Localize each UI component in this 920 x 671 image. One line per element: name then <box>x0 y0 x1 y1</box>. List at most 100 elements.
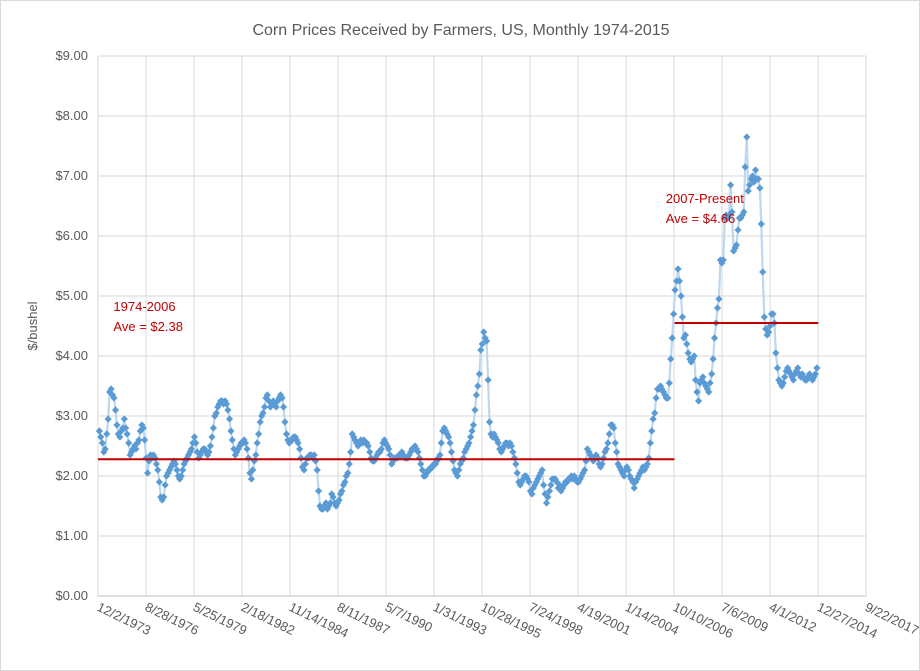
y-tick-label: $0.00 <box>55 588 88 603</box>
data-point <box>253 439 261 447</box>
data-point <box>513 469 521 477</box>
data-point <box>206 442 214 450</box>
data-point <box>677 292 685 300</box>
data-point <box>772 349 780 357</box>
data-point <box>465 439 473 447</box>
data-point <box>243 445 251 453</box>
data-point <box>668 334 676 342</box>
x-axis-ticks: 12/2/19738/28/19765/25/19792/18/198211/1… <box>95 599 919 641</box>
data-point <box>759 268 767 276</box>
data-point <box>132 445 140 453</box>
data-point <box>748 172 757 180</box>
data-point <box>447 448 456 456</box>
data-point <box>547 481 555 489</box>
data-point <box>684 349 692 357</box>
y-tick-label: $3.00 <box>55 408 88 423</box>
data-point <box>255 430 263 438</box>
chart-title: Corn Prices Received by Farmers, US, Mon… <box>252 22 669 39</box>
data-point <box>794 364 802 372</box>
data-point <box>247 475 256 483</box>
data-point <box>95 427 104 435</box>
data-point <box>620 472 628 480</box>
y-axis-ticks: $0.00 $1.00 $2.00 $3.00 $4.00 $5.00 $6.00 $7.00… <box>55 48 88 603</box>
data-point <box>179 466 187 474</box>
data-point <box>675 277 684 285</box>
data-point <box>613 448 621 456</box>
y-tick-label: $5.00 <box>55 288 88 303</box>
data-point <box>683 340 691 348</box>
data-point <box>386 451 394 459</box>
data-point <box>173 466 181 474</box>
data-point <box>757 220 765 228</box>
data-point <box>192 439 200 447</box>
data-point <box>154 466 162 474</box>
data-point <box>187 445 196 453</box>
data-point <box>414 448 422 456</box>
data-point <box>249 466 257 474</box>
data-point <box>227 427 235 435</box>
data-point <box>800 373 808 381</box>
data-point <box>260 403 269 411</box>
data-point <box>678 313 687 321</box>
data-point <box>224 406 232 414</box>
data-point <box>509 448 517 456</box>
series-corn-price <box>95 133 821 513</box>
data-point <box>485 418 494 426</box>
x-tick-label: 5/7/1990 <box>383 599 435 635</box>
annotation-label: Ave = $4.66 <box>666 211 736 226</box>
data-point <box>765 328 773 336</box>
data-point <box>545 487 554 495</box>
data-point <box>104 415 112 423</box>
data-point <box>478 340 486 348</box>
data-point <box>475 370 483 378</box>
data-point <box>652 394 660 402</box>
data-point <box>632 478 640 486</box>
y-tick-label: $9.00 <box>55 48 88 63</box>
data-point <box>122 424 130 432</box>
data-point <box>743 133 751 141</box>
data-point <box>744 187 752 195</box>
data-point <box>706 379 714 387</box>
data-point <box>345 460 353 468</box>
y-tick-label: $1.00 <box>55 528 88 543</box>
data-point <box>604 439 612 447</box>
data-point <box>474 382 482 390</box>
data-point <box>810 373 818 381</box>
data-point <box>177 472 185 480</box>
data-point <box>709 355 717 363</box>
data-point <box>97 433 105 441</box>
data-point <box>135 436 143 444</box>
data-point <box>700 379 708 387</box>
data-point <box>596 463 605 471</box>
data-point <box>228 436 236 444</box>
data-point <box>282 430 291 438</box>
data-point <box>259 409 267 417</box>
data-point <box>667 355 675 363</box>
y-tick-label: $8.00 <box>55 108 88 123</box>
data-point <box>781 373 789 381</box>
data-point <box>256 418 264 426</box>
data-point <box>494 439 502 447</box>
data-point <box>811 370 819 378</box>
data-point <box>446 439 454 447</box>
data-point <box>212 409 220 417</box>
annotation-label: Ave = $2.38 <box>113 319 183 334</box>
data-point <box>645 454 653 462</box>
data-point <box>680 334 688 342</box>
y-tick-label: $7.00 <box>55 168 88 183</box>
data-point <box>366 448 374 456</box>
data-point <box>364 442 372 450</box>
data-point <box>329 493 337 501</box>
x-tick-label: 4/1/2012 <box>767 599 819 635</box>
data-point <box>738 211 746 219</box>
x-tick-label: 1/31/1993 <box>431 599 490 638</box>
data-point <box>602 445 611 453</box>
annotation-label: 2007-Present <box>666 191 744 206</box>
data-point <box>103 430 111 438</box>
data-point <box>580 466 589 474</box>
data-point <box>141 436 149 444</box>
data-point <box>576 475 584 483</box>
data-point <box>205 448 213 456</box>
data-point <box>779 379 787 387</box>
